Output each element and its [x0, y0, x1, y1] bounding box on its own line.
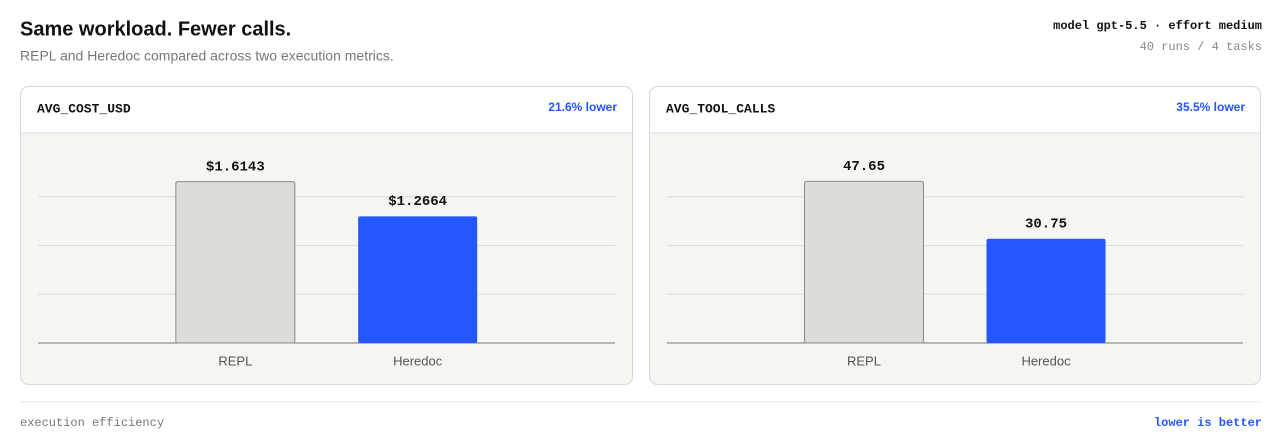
page-subtitle: REPL and Heredoc compared across two exe… — [20, 48, 394, 64]
card-header — [650, 87, 1260, 133]
run-info: 40 runs / 4 tasks — [1140, 40, 1262, 54]
annotation: 21.6% lower — [548, 100, 617, 114]
x-tick-label: REPL — [847, 353, 881, 368]
bar — [803, 180, 924, 344]
card-header — [21, 87, 632, 133]
footer-note: lower is better — [1154, 416, 1262, 430]
footer-label: execution efficiency — [20, 416, 164, 430]
x-tick-label: Heredoc — [1021, 353, 1071, 368]
value-label: $1.6143 — [206, 159, 265, 175]
card-title: AVG_COST_USD — [37, 101, 131, 116]
model-info: model gpt-5.5 · effort medium — [1053, 19, 1262, 33]
annotation: 35.5% lower — [1176, 100, 1245, 114]
x-tick-label: REPL — [218, 353, 252, 368]
x-tick-label: Heredoc — [393, 353, 443, 368]
value-label: $1.2664 — [388, 194, 447, 210]
card-title: AVG_TOOL_CALLS — [666, 101, 775, 116]
card — [649, 86, 1261, 385]
bar — [358, 216, 478, 343]
bar — [986, 238, 1106, 343]
card — [20, 86, 633, 385]
value-label: 47.65 — [843, 159, 885, 175]
bar — [175, 181, 296, 344]
value-label: 30.75 — [1025, 216, 1067, 232]
page-title: Same workload. Fewer calls. — [20, 18, 291, 40]
